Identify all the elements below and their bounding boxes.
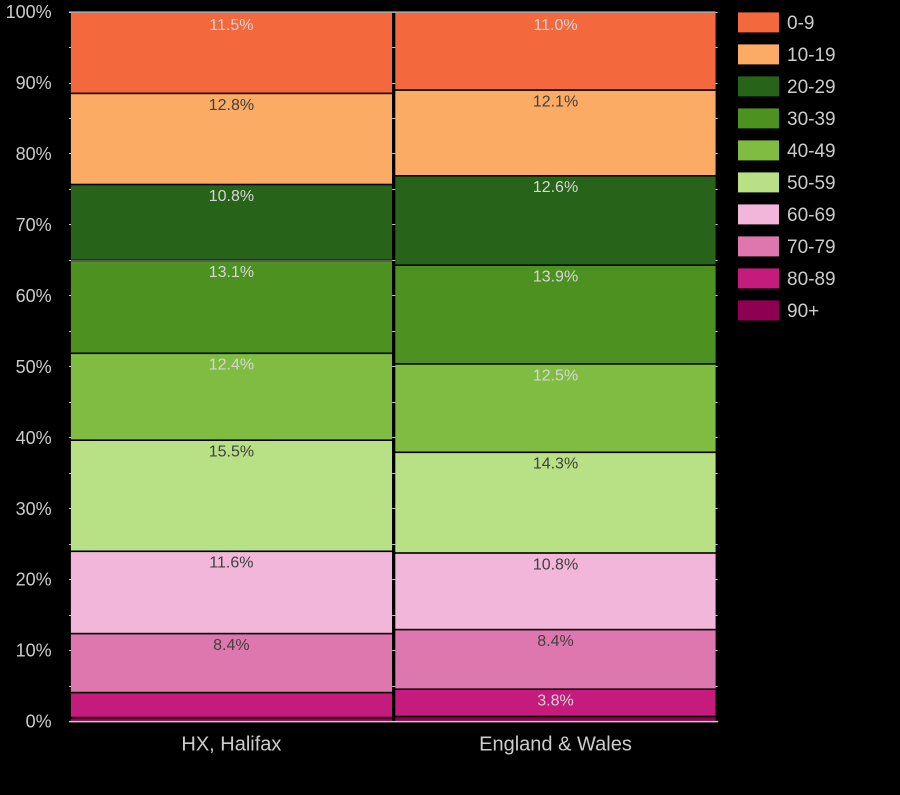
svg-text:8.4%: 8.4% — [537, 633, 573, 650]
svg-text:70-79: 70-79 — [787, 237, 836, 258]
svg-text:HX, Halifax: HX, Halifax — [181, 734, 281, 756]
svg-text:40-49: 40-49 — [787, 141, 836, 162]
svg-text:3.8%: 3.8% — [537, 693, 573, 710]
svg-text:70%: 70% — [16, 215, 52, 235]
svg-text:50-59: 50-59 — [787, 173, 836, 194]
svg-text:0-9: 0-9 — [787, 13, 814, 34]
svg-text:60%: 60% — [16, 286, 52, 306]
svg-text:10-19: 10-19 — [787, 45, 836, 66]
svg-text:11.5%: 11.5% — [209, 17, 253, 34]
svg-text:11.6%: 11.6% — [209, 555, 253, 572]
svg-text:90+: 90+ — [787, 301, 819, 322]
svg-text:12.8%: 12.8% — [209, 97, 254, 114]
svg-text:100%: 100% — [6, 2, 52, 22]
svg-text:12.1%: 12.1% — [533, 94, 578, 111]
svg-text:50%: 50% — [16, 357, 52, 377]
svg-text:80%: 80% — [16, 144, 52, 164]
svg-text:12.5%: 12.5% — [533, 367, 578, 384]
svg-text:11.0%: 11.0% — [533, 17, 577, 34]
svg-text:10%: 10% — [16, 641, 52, 661]
svg-text:40%: 40% — [16, 428, 52, 448]
svg-text:90%: 90% — [16, 73, 52, 93]
svg-text:30%: 30% — [16, 499, 52, 519]
svg-text:20-29: 20-29 — [787, 77, 836, 98]
svg-text:12.6%: 12.6% — [533, 179, 578, 196]
svg-text:13.9%: 13.9% — [533, 269, 578, 286]
svg-text:10.8%: 10.8% — [209, 188, 254, 205]
svg-text:15.5%: 15.5% — [209, 444, 254, 461]
svg-text:60-69: 60-69 — [787, 205, 836, 226]
svg-text:13.1%: 13.1% — [209, 264, 254, 281]
svg-text:8.4%: 8.4% — [213, 637, 249, 654]
svg-text:0%: 0% — [26, 712, 52, 732]
svg-text:20%: 20% — [16, 570, 52, 590]
svg-text:12.4%: 12.4% — [209, 357, 254, 374]
svg-text:England & Wales: England & Wales — [479, 734, 632, 756]
svg-text:10.8%: 10.8% — [533, 556, 578, 573]
svg-text:30-39: 30-39 — [787, 109, 836, 130]
svg-text:14.3%: 14.3% — [533, 456, 578, 473]
svg-text:80-89: 80-89 — [787, 269, 836, 290]
